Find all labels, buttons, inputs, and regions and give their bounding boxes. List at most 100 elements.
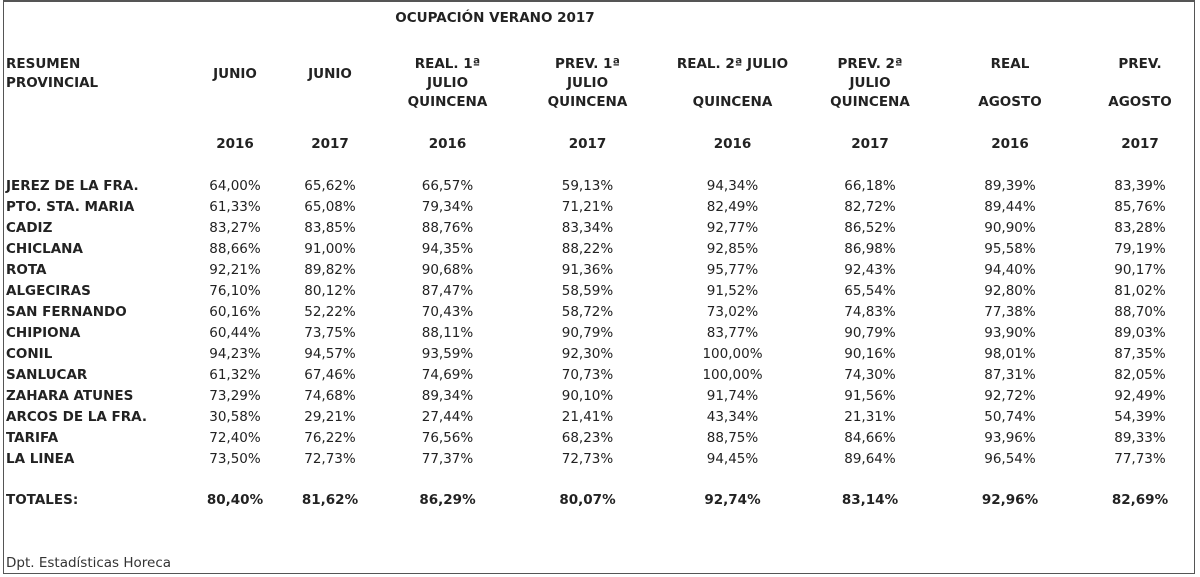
column-header: REAL AGOSTO <box>930 55 1090 112</box>
cell-value: 92,21% <box>209 262 261 278</box>
cell-value: 90,10% <box>561 388 614 404</box>
cell-value: 66,57% <box>421 178 474 194</box>
cell-value: 60,16% <box>209 304 261 320</box>
cell-value: 83,27% <box>209 220 261 236</box>
table-row: LA LINEA 73,50% 72,73% 77,37% 72,73% 94,45% 89… <box>0 449 1200 470</box>
cell-value: 65,54% <box>844 283 896 299</box>
cell-value: 89,33% <box>1114 430 1166 446</box>
column-header: PREV. 2ª JULIO QUINCENA <box>810 55 930 112</box>
cell-value: 61,33% <box>209 199 261 215</box>
cell-value: 89,03% <box>1114 325 1166 341</box>
cell-value: 90,16% <box>844 346 896 362</box>
cell-value: 88,75% <box>706 430 759 446</box>
row-label: PTO. STA. MARIA <box>6 199 135 215</box>
cell-value: 95,77% <box>706 262 759 278</box>
column-year: 2016 <box>216 136 254 152</box>
table-row: ARCOS DE LA FRA. 30,58% 29,21% 27,44% 21,41%… <box>0 407 1200 428</box>
column-year: 2016 <box>428 136 467 152</box>
cell-value: 92,30% <box>561 346 614 362</box>
cell-value: 96,54% <box>984 451 1036 467</box>
cell-value: 88,66% <box>209 241 261 257</box>
cell-value: 74,69% <box>421 367 474 383</box>
cell-value: 60,44% <box>209 325 261 341</box>
row-label: CHICLANA <box>6 241 83 257</box>
column-header: PREV. AGOSTO <box>1090 55 1190 112</box>
cell-value: 86,29% <box>419 492 476 508</box>
cell-value: 94,45% <box>706 451 759 467</box>
header-label: RESUMEN PROVINCIAL <box>6 55 98 93</box>
cell-value: 92,43% <box>844 262 896 278</box>
cell-value: 91,56% <box>844 388 896 404</box>
column-header-line: QUINCENA <box>407 94 488 110</box>
column-header-line: JULIO <box>849 75 891 91</box>
cell-value: 82,49% <box>706 199 759 215</box>
column-header-line: REAL. 2ª JULIO <box>676 56 789 72</box>
row-label: JEREZ DE LA FRA. <box>6 178 139 194</box>
table-row: ROTA 92,21% 89,82% 90,68% 91,36% 95,77% 92,43%… <box>0 260 1200 281</box>
cell-value: 73,50% <box>209 451 261 467</box>
row-label: CHIPIONA <box>6 325 81 341</box>
cell-value: 88,70% <box>1114 304 1166 320</box>
cell-value: 83,34% <box>561 220 614 236</box>
cell-value: 73,75% <box>304 325 356 341</box>
cell-value: 43,34% <box>706 409 759 425</box>
cell-value: 76,22% <box>304 430 356 446</box>
cell-value: 94,57% <box>304 346 356 362</box>
cell-value: 74,68% <box>304 388 356 404</box>
row-label: TOTALES: <box>6 492 79 508</box>
cell-value: 94,34% <box>706 178 759 194</box>
column-header-line <box>655 74 810 93</box>
cell-value: 92,80% <box>984 283 1036 299</box>
cell-value: 58,59% <box>561 283 614 299</box>
cell-value: 89,44% <box>984 199 1036 215</box>
cell-value: 67,46% <box>304 367 356 383</box>
cell-value: 90,90% <box>984 220 1036 236</box>
cell-value: 77,73% <box>1114 451 1166 467</box>
cell-value: 92,96% <box>981 492 1039 508</box>
cell-value: 82,72% <box>844 199 896 215</box>
column-year: 2016 <box>713 136 752 152</box>
column-header-line: AGOSTO <box>978 94 1042 110</box>
cell-value: 100,00% <box>702 367 763 383</box>
cell-value: 94,40% <box>984 262 1036 278</box>
cell-value: 92,74% <box>704 492 761 508</box>
row-label: CADIZ <box>6 220 53 236</box>
cell-value: 64,00% <box>209 178 261 194</box>
row-label: ROTA <box>6 262 47 278</box>
cell-value: 89,39% <box>984 178 1036 194</box>
cell-value: 54,39% <box>1114 409 1166 425</box>
column-year: 2017 <box>311 136 349 152</box>
cell-value: 90,79% <box>844 325 896 341</box>
column-header-line: AGOSTO <box>1108 94 1172 110</box>
cell-value: 83,85% <box>304 220 356 236</box>
cell-value: 93,96% <box>984 430 1036 446</box>
column-header-line: REAL. 1ª <box>414 56 481 72</box>
column-header-line <box>930 74 1090 93</box>
cell-value: 89,82% <box>304 262 356 278</box>
cell-value: 77,37% <box>421 451 474 467</box>
cell-value: 82,69% <box>1111 492 1169 508</box>
cell-value: 80,07% <box>559 492 616 508</box>
table-frame <box>3 0 1195 574</box>
cell-value: 87,47% <box>421 283 474 299</box>
column-year: 2017 <box>568 136 607 152</box>
cell-value: 94,35% <box>421 241 474 257</box>
column-header-line: JULIO <box>566 75 609 91</box>
cell-value: 52,22% <box>304 304 356 320</box>
cell-value: 91,00% <box>304 241 356 257</box>
column-header-line: QUINCENA <box>830 94 910 110</box>
cell-value: 83,77% <box>706 325 759 341</box>
row-label: TARIFA <box>6 430 59 446</box>
column-header-line: QUINCENA <box>547 94 628 110</box>
cell-value: 21,41% <box>561 409 614 425</box>
cell-value: 92,77% <box>706 220 759 236</box>
column-header-line <box>1090 74 1190 93</box>
column-year: 2017 <box>1121 136 1159 152</box>
cell-value: 72,40% <box>209 430 261 446</box>
cell-value: 65,62% <box>304 178 356 194</box>
cell-value: 91,74% <box>706 388 759 404</box>
cell-value: 70,43% <box>421 304 474 320</box>
cell-value: 95,58% <box>984 241 1036 257</box>
cell-value: 94,23% <box>209 346 261 362</box>
cell-value: 79,19% <box>1114 241 1166 257</box>
